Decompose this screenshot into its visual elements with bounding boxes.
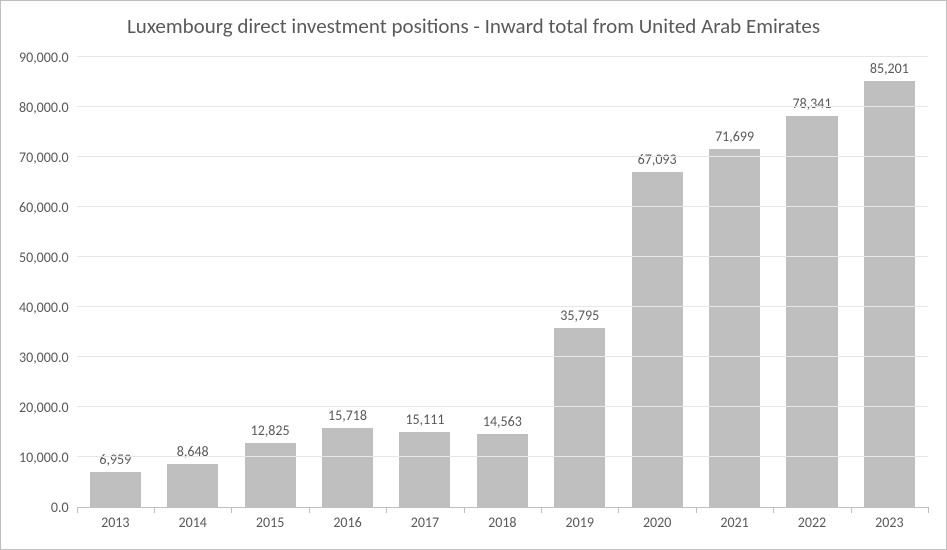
x-tick-label: 2017	[386, 514, 463, 531]
x-labels-group: 2013201420152016201720182019202020212022…	[77, 514, 928, 531]
bar	[90, 472, 141, 507]
bar-value-label: 14,563	[483, 413, 522, 430]
gridline	[77, 406, 928, 407]
x-tick-mark	[928, 507, 929, 513]
x-tick-mark	[309, 507, 310, 513]
x-tick-mark	[696, 507, 697, 513]
bar-value-label: 8,648	[177, 443, 209, 460]
x-tick-mark	[618, 507, 619, 513]
gridline	[77, 456, 928, 457]
bar-slot: 15,111	[386, 57, 463, 507]
chart-container: Luxembourg direct investment positions -…	[0, 0, 947, 550]
bar-slot: 14,563	[464, 57, 541, 507]
bar-slot: 6,959	[77, 57, 154, 507]
x-tick-label: 2020	[618, 514, 695, 531]
gridline	[77, 156, 928, 157]
bar-value-label: 15,111	[405, 411, 444, 428]
gridline	[77, 206, 928, 207]
x-tick-mark	[851, 507, 852, 513]
gridline	[77, 356, 928, 357]
x-tick-mark	[386, 507, 387, 513]
x-tick-label: 2015	[231, 514, 308, 531]
x-tick-mark	[77, 507, 78, 513]
gridline	[77, 56, 928, 57]
x-tick-label: 2014	[154, 514, 231, 531]
x-tick-mark	[773, 507, 774, 513]
bar-slot: 35,795	[541, 57, 618, 507]
bars-group: 6,959 8,648 12,825 15,718 15,111 14,563 35,795…	[77, 57, 928, 507]
x-axis: 2013201420152016201720182019202020212022…	[19, 514, 928, 531]
bar-value-label: 6,959	[99, 451, 131, 468]
bar-value-label: 67,093	[638, 151, 677, 168]
bar-slot: 12,825	[231, 57, 308, 507]
x-tick-mark	[154, 507, 155, 513]
bar-slot: 71,699	[696, 57, 773, 507]
x-tick-mark	[541, 507, 542, 513]
bar-slot: 8,648	[154, 57, 231, 507]
x-tick-mark	[464, 507, 465, 513]
bar	[399, 432, 450, 508]
bar-slot: 15,718	[309, 57, 386, 507]
bar	[786, 116, 837, 507]
bar	[322, 428, 373, 507]
bar-value-label: 78,341	[792, 95, 831, 112]
x-tick-mark	[231, 507, 232, 513]
bar-value-label: 12,825	[251, 422, 290, 439]
bar	[864, 81, 915, 507]
x-tick-label: 2018	[464, 514, 541, 531]
bar-slot: 78,341	[773, 57, 850, 507]
bar-value-label: 71,699	[715, 128, 754, 145]
x-tick-label: 2021	[696, 514, 773, 531]
gridline	[77, 256, 928, 257]
plot-wrap: 90,000.080,000.070,000.060,000.050,000.0…	[19, 57, 928, 508]
x-tick-label: 2023	[851, 514, 928, 531]
bar	[245, 443, 296, 507]
bar	[167, 464, 218, 507]
plot-area: 6,959 8,648 12,825 15,718 15,111 14,563 35,795…	[77, 57, 928, 508]
bar-slot: 85,201	[851, 57, 928, 507]
x-axis-spacer	[19, 514, 77, 531]
bar-value-label: 15,718	[328, 407, 367, 424]
bar-value-label: 35,795	[560, 307, 599, 324]
x-tick-label: 2013	[77, 514, 154, 531]
gridline	[77, 306, 928, 307]
chart-title: Luxembourg direct investment positions -…	[19, 13, 928, 39]
bar	[554, 328, 605, 507]
x-tick-label: 2016	[309, 514, 386, 531]
bar-slot: 67,093	[618, 57, 695, 507]
bar	[709, 149, 760, 507]
x-tick-label: 2022	[773, 514, 850, 531]
bar-value-label: 85,201	[870, 60, 909, 77]
y-axis: 90,000.080,000.070,000.060,000.050,000.0…	[19, 57, 77, 508]
gridline	[77, 106, 928, 107]
bar	[477, 434, 528, 507]
x-tick-label: 2019	[541, 514, 618, 531]
